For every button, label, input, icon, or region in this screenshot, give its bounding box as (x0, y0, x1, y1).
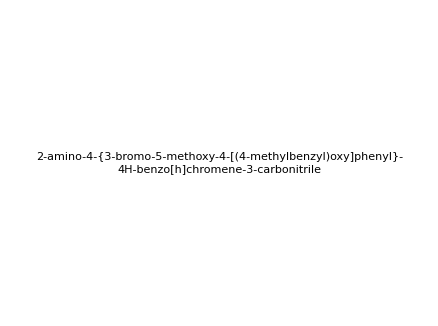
Text: 2-amino-4-{3-bromo-5-methoxy-4-[(4-methylbenzyl)oxy]phenyl}-
4H-benzo[h]chromene: 2-amino-4-{3-bromo-5-methoxy-4-[(4-methy… (36, 152, 402, 174)
